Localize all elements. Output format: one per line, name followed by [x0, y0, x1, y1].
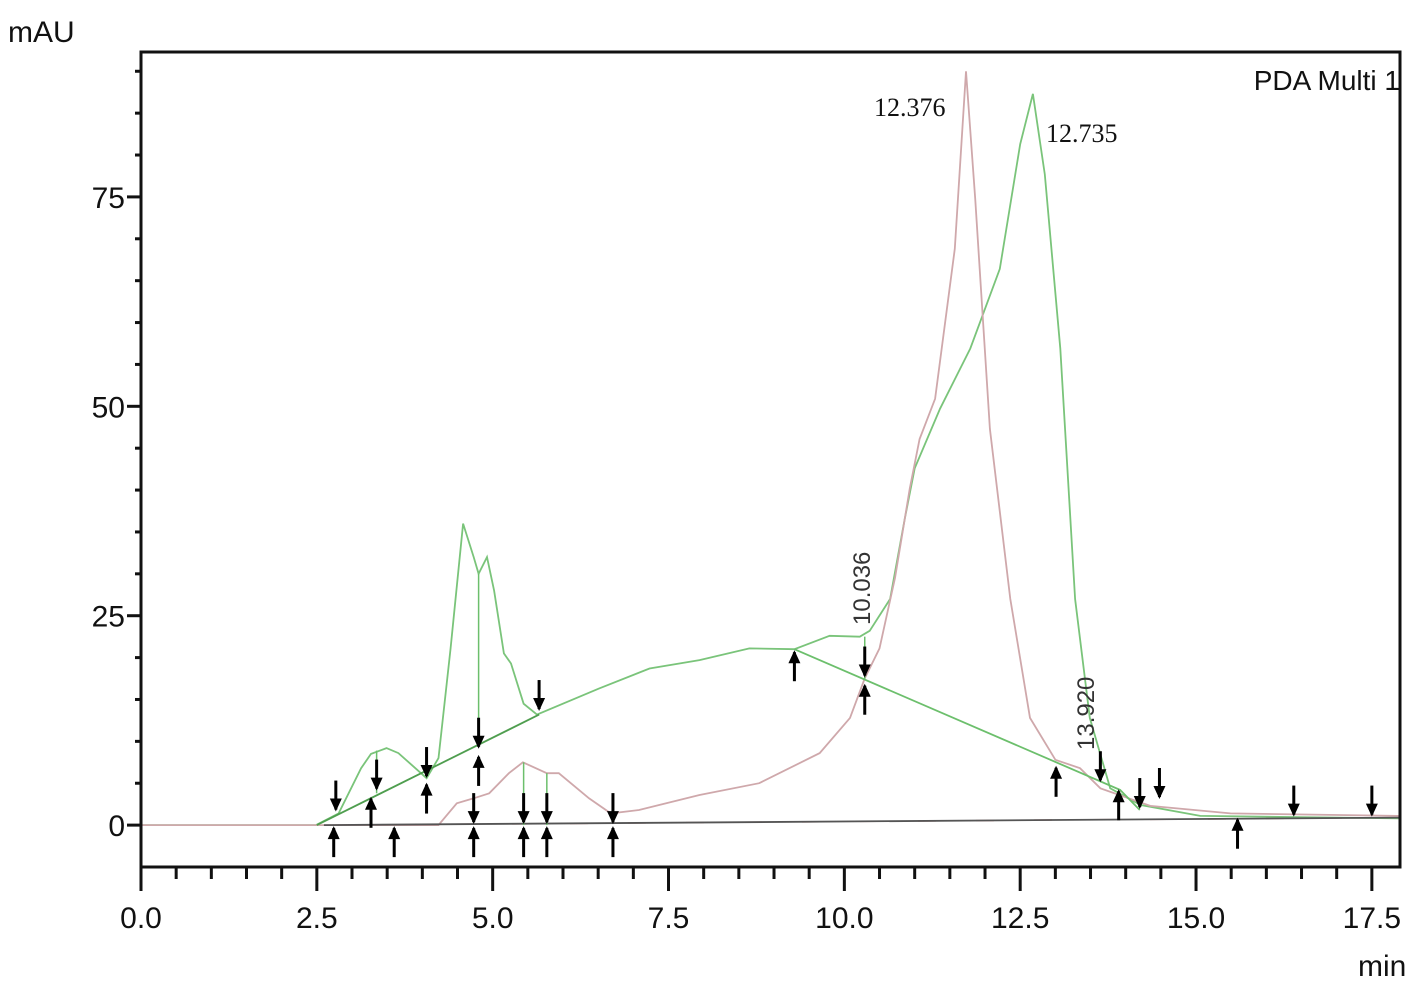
peak-start-arrow-head	[1112, 789, 1125, 803]
peak-start-arrow-head	[327, 826, 340, 840]
peak-start-arrow-head	[858, 683, 871, 697]
x-tick-label: 5.0	[472, 902, 514, 935]
y-axis-label: mAU	[8, 16, 75, 49]
integration-baseline-2	[794, 648, 1141, 811]
peak-end-arrow-head	[1365, 803, 1378, 817]
peak-start-arrow-head	[788, 650, 801, 664]
peak-start-arrow-head	[540, 826, 553, 840]
x-tick-label: 10.0	[815, 902, 873, 935]
x-tick-label: 12.5	[991, 902, 1049, 935]
x-tick-label: 15.0	[1167, 902, 1225, 935]
peak-end-arrow-head	[1094, 769, 1107, 783]
series-trace-1	[141, 93, 1401, 826]
plot-frame	[139, 50, 1402, 869]
peak-end-arrow-head	[533, 698, 546, 712]
peak-end-arrow-head	[1287, 803, 1300, 817]
peak-end-arrow-head	[540, 811, 553, 825]
peak-end-arrow-head	[329, 798, 342, 812]
peak-label-13-920: 13.920	[1073, 677, 1100, 750]
peak-end-arrow-head	[1133, 796, 1146, 810]
peak-start-arrow-head	[388, 826, 401, 840]
x-tick-label: 0.0	[120, 902, 162, 935]
x-axis-label: min	[1358, 950, 1406, 983]
peak-end-arrow-head	[467, 811, 480, 825]
peak-label-12-376: 12.376	[874, 93, 946, 122]
peak-end-arrow-head	[517, 811, 530, 825]
integration-baseline-3	[323, 816, 1401, 826]
peak-start-arrow-head	[517, 826, 530, 840]
x-tick-label: 7.5	[648, 902, 690, 935]
traces	[141, 71, 1401, 826]
peak-start-arrow-head	[420, 782, 433, 796]
peak-start-arrow-head	[472, 754, 485, 768]
y-tick-label: 75	[92, 182, 125, 215]
peak-start-arrow-head	[467, 826, 480, 840]
y-tick-label: 25	[92, 601, 125, 634]
peak-end-arrow-head	[370, 777, 383, 791]
x-tick-label: 17.5	[1343, 902, 1401, 935]
peak-start-arrow-head	[1231, 817, 1244, 831]
series-trace-2	[141, 71, 1401, 826]
y-tick-label: 0	[108, 810, 125, 843]
peak-end-arrow-head	[858, 664, 871, 678]
peak-end-arrow-head	[472, 735, 485, 749]
x-tick-label: 2.5	[296, 902, 338, 935]
peak-start-arrow-head	[1050, 765, 1063, 779]
peak-label-10-036: 10.036	[849, 552, 876, 625]
legend-text: PDA Multi 1	[1254, 65, 1400, 96]
peak-end-arrow-head	[1153, 785, 1166, 799]
peak-end-arrow-head	[420, 765, 433, 779]
peak-label-12-735: 12.735	[1046, 119, 1118, 148]
peak-start-arrow-head	[364, 796, 377, 810]
y-tick-label: 50	[92, 391, 125, 424]
peak-end-arrow-head	[606, 811, 619, 825]
peak-start-arrow-head	[606, 826, 619, 840]
integration-marks	[316, 573, 1401, 858]
axes: 0.0 2.5 5.0 7.5 10.0 12.5 15.0 17.5 0 25 50 75	[92, 69, 1401, 935]
